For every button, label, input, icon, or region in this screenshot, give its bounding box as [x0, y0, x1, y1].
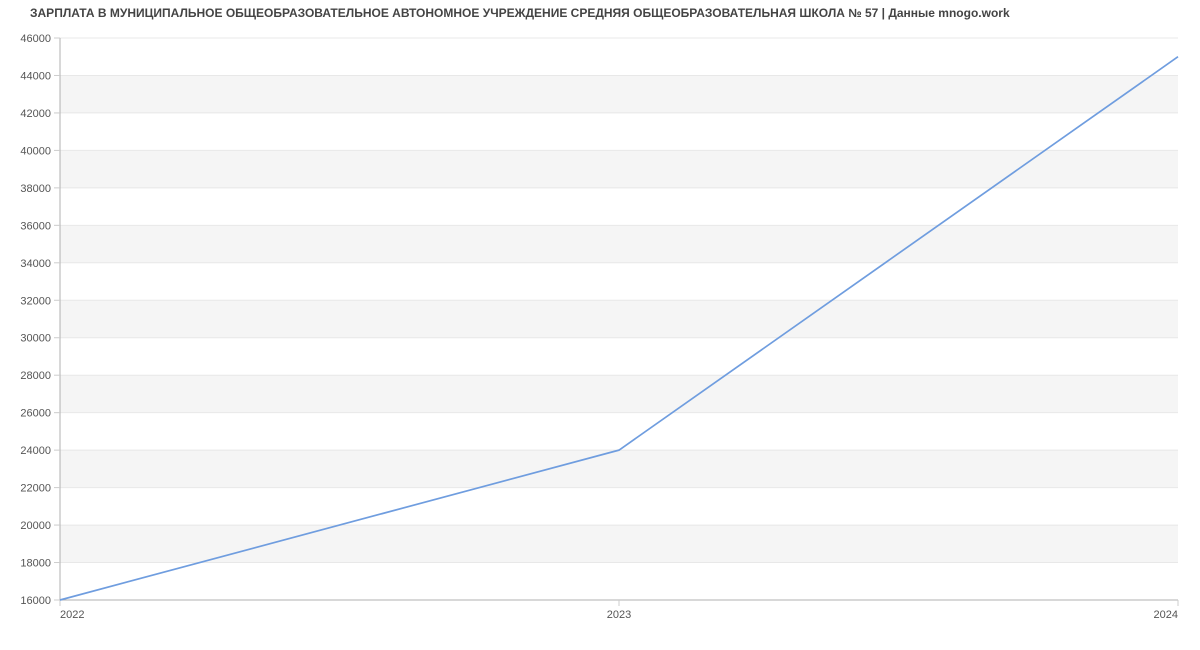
- y-tick-label: 32000: [20, 295, 51, 307]
- chart-canvas: 16000 18000 20000 22000 24000 26000 28000 30000…: [0, 0, 1200, 650]
- y-tick-label: 16000: [20, 595, 51, 607]
- salary-line-chart: ЗАРПЛАТА В МУНИЦИПАЛЬНОЕ ОБЩЕОБРАЗОВАТЕЛ…: [0, 0, 1200, 650]
- y-tick-label: 26000: [20, 408, 51, 420]
- x-tick-label: 2022: [60, 609, 84, 621]
- y-tick-label: 40000: [20, 145, 51, 157]
- y-tick-label: 22000: [20, 483, 51, 495]
- y-tick-label: 28000: [20, 370, 51, 382]
- y-tick-label: 36000: [20, 220, 51, 232]
- chart-title: ЗАРПЛАТА В МУНИЦИПАЛЬНОЕ ОБЩЕОБРАЗОВАТЕЛ…: [30, 6, 1010, 20]
- x-tick-label: 2024: [1154, 609, 1178, 621]
- y-tick-label: 30000: [20, 333, 51, 345]
- y-tick-label: 42000: [20, 108, 51, 120]
- y-tick-label: 24000: [20, 445, 51, 457]
- y-tick-label: 20000: [20, 520, 51, 532]
- y-tick-label: 34000: [20, 258, 51, 270]
- y-tick-label: 18000: [20, 558, 51, 570]
- y-tick-label: 38000: [20, 183, 51, 195]
- y-tick-label: 44000: [20, 70, 51, 82]
- x-tick-label: 2023: [607, 609, 631, 621]
- y-tick-label: 46000: [20, 33, 51, 45]
